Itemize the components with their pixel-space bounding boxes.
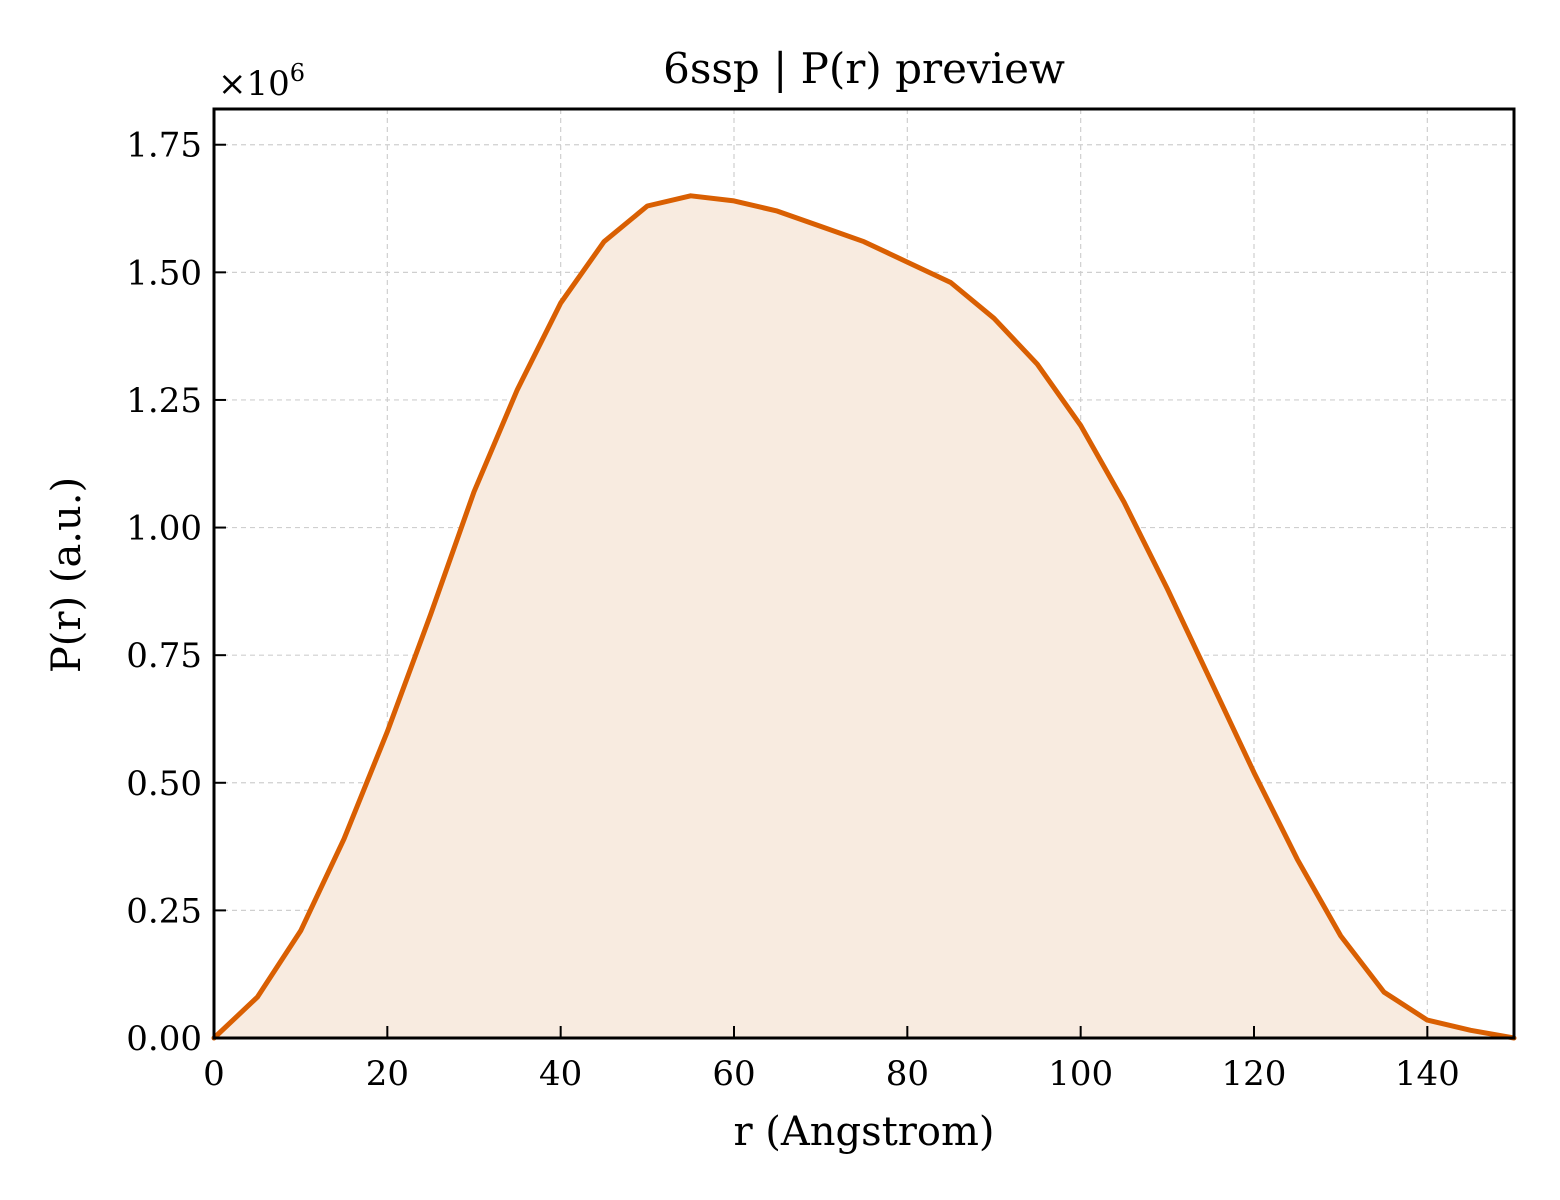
y-offset-base: ×10	[218, 64, 290, 104]
x-tick-label: 0	[203, 1054, 225, 1094]
y-tick-label: 0.00	[126, 1019, 202, 1059]
pr-series-line	[211, 193, 1517, 1041]
plot-frame	[212, 107, 1516, 1040]
y-tick-label: 0.50	[126, 764, 202, 804]
y-offset-label: ×106	[218, 59, 305, 104]
x-tick-label: 60	[712, 1054, 755, 1094]
y-axis-title: P(r) (a.u.)	[44, 477, 90, 673]
y-tick-label: 0.75	[126, 636, 202, 676]
ticks: 0 20 40 60 80 100 120 140 0.00 0.25 0.50 0.75 1.00 1.…	[126, 126, 1459, 1094]
x-tick-label: 80	[886, 1054, 929, 1094]
x-axis-title: r (Angstrom)	[733, 1109, 994, 1155]
x-tick-label: 20	[366, 1054, 409, 1094]
x-tick-label: 100	[1048, 1054, 1113, 1094]
area-layer	[211, 193, 1517, 1041]
x-tick-label: 40	[539, 1054, 582, 1094]
x-tick-label: 120	[1222, 1054, 1287, 1094]
y-offset-exponent: 6	[290, 59, 305, 87]
y-tick-label: 1.25	[126, 381, 202, 421]
x-tick-label: 140	[1395, 1054, 1460, 1094]
y-tick-label: 1.50	[126, 253, 202, 293]
pr-area-fill	[214, 195, 1514, 1039]
y-tick-label: 0.25	[126, 891, 202, 931]
chart-title: 6ssp | P(r) preview	[663, 44, 1065, 93]
y-tick-label: 1.75	[126, 126, 202, 166]
y-tick-label: 1.00	[126, 509, 202, 549]
